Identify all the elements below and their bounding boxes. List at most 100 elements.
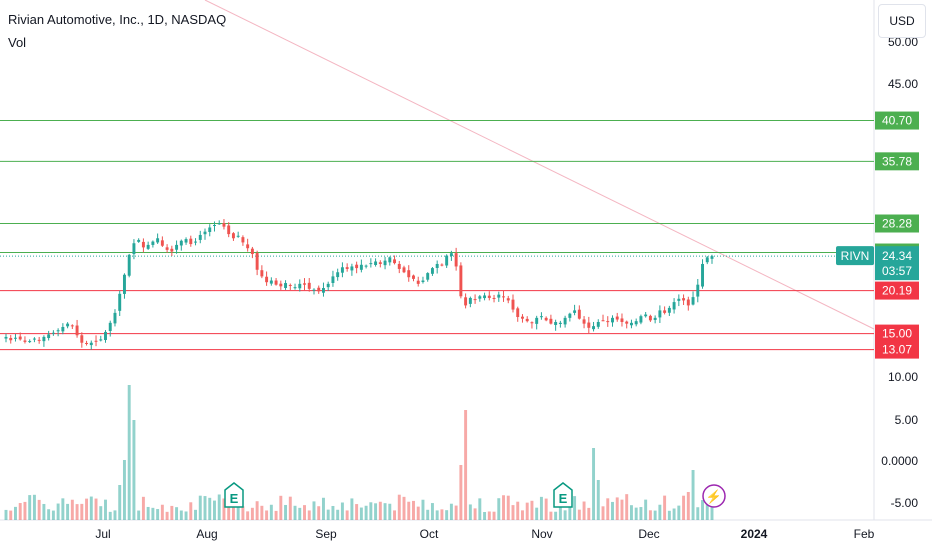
candle-body xyxy=(672,302,676,310)
volume-bar xyxy=(473,508,477,520)
candle-body xyxy=(265,276,269,283)
volume-bar xyxy=(331,505,335,520)
volume-bar xyxy=(416,506,420,520)
y-tick-label: 5.00 xyxy=(895,413,919,427)
volume-bar xyxy=(231,503,235,520)
volume-bar xyxy=(80,503,84,520)
candle-body xyxy=(682,298,686,301)
candle-body xyxy=(331,276,335,283)
volume-bar xyxy=(141,496,145,520)
volume-bar xyxy=(701,500,704,520)
volume-bar xyxy=(407,501,411,520)
y-tick-label: 45.00 xyxy=(888,77,918,91)
volume-bar xyxy=(18,503,22,520)
volume-bar xyxy=(194,509,197,520)
volume-bar xyxy=(658,504,662,520)
candle-body xyxy=(525,318,529,322)
volume-bar xyxy=(487,511,491,520)
volume-bar xyxy=(397,494,401,520)
candle-body xyxy=(573,310,577,313)
volume-bar xyxy=(47,509,51,520)
candle-body xyxy=(393,259,397,264)
currency-button[interactable]: USD xyxy=(878,4,926,38)
candle-body xyxy=(412,275,415,279)
level-label: 15.00 xyxy=(882,327,912,341)
volume-bar xyxy=(250,507,254,520)
volume-bar xyxy=(525,502,529,520)
candle-body xyxy=(487,295,491,298)
candle-body xyxy=(213,225,216,227)
candle-body xyxy=(42,336,46,342)
volume-bar xyxy=(37,499,41,520)
y-tick-label: 50.00 xyxy=(888,35,918,49)
candle-body xyxy=(416,280,420,284)
candle-body xyxy=(345,267,349,269)
candle-body xyxy=(9,337,13,341)
volume-bar xyxy=(530,500,534,520)
candle-body xyxy=(350,266,354,271)
volume-bar xyxy=(691,470,695,520)
candle-body xyxy=(184,239,188,243)
volume-bar xyxy=(506,495,510,520)
candle-body xyxy=(558,322,562,324)
volume-bar xyxy=(23,501,27,520)
candle-body xyxy=(321,288,325,293)
level-label: 35.78 xyxy=(882,154,912,168)
volume-bar xyxy=(208,497,212,520)
volume-bar xyxy=(70,499,74,520)
volume-bar xyxy=(459,465,463,520)
candle-body xyxy=(269,280,273,284)
x-tick-label: Dec xyxy=(638,527,659,541)
candle-body xyxy=(568,313,572,318)
volume-bar xyxy=(625,494,629,520)
candle-body xyxy=(577,309,581,319)
volume-bar xyxy=(326,509,330,520)
level-tag xyxy=(875,111,919,130)
volume-bar xyxy=(184,511,188,520)
earnings-label: E xyxy=(230,491,239,506)
candle-body xyxy=(710,256,714,259)
candle-body xyxy=(592,326,596,330)
candle-body xyxy=(653,317,657,320)
volume-bar xyxy=(241,506,245,520)
candle-body xyxy=(629,322,633,326)
volume-bar xyxy=(577,509,581,520)
volume-bar xyxy=(502,495,505,520)
volume-bar xyxy=(203,496,207,520)
volume-bar xyxy=(686,492,690,520)
volume-bar xyxy=(137,510,141,520)
candle-body xyxy=(160,240,164,246)
volume-bar xyxy=(606,498,610,520)
volume-bar xyxy=(56,503,60,520)
volume-bar xyxy=(66,503,70,520)
candle-body xyxy=(435,263,439,268)
volume-bar xyxy=(516,501,520,520)
volume-bar xyxy=(374,503,378,520)
x-tick-label: Aug xyxy=(196,527,217,541)
candle-body xyxy=(104,331,107,340)
countdown-label: 03:57 xyxy=(882,264,912,278)
candle-body xyxy=(549,318,553,324)
volume-bar xyxy=(359,507,363,520)
volume-bar xyxy=(284,504,288,520)
volume-bar xyxy=(426,509,430,520)
candle-body xyxy=(402,267,406,273)
volume-bar xyxy=(464,410,468,520)
volume-bar xyxy=(454,505,458,520)
candle-body xyxy=(236,235,240,237)
last-price-tag xyxy=(875,246,919,281)
volume-bar xyxy=(32,494,36,520)
candle-body xyxy=(274,280,278,285)
candle-body xyxy=(326,283,330,288)
candle-body xyxy=(625,321,629,324)
candle-body xyxy=(66,323,70,327)
candle-body xyxy=(587,322,591,328)
candle-body xyxy=(137,239,141,242)
volume-bar xyxy=(369,502,373,520)
candle-body xyxy=(502,296,505,298)
candle-body xyxy=(606,321,610,323)
volume-bar xyxy=(104,499,107,520)
volume-bar xyxy=(75,504,79,520)
volume-bar xyxy=(222,498,226,520)
